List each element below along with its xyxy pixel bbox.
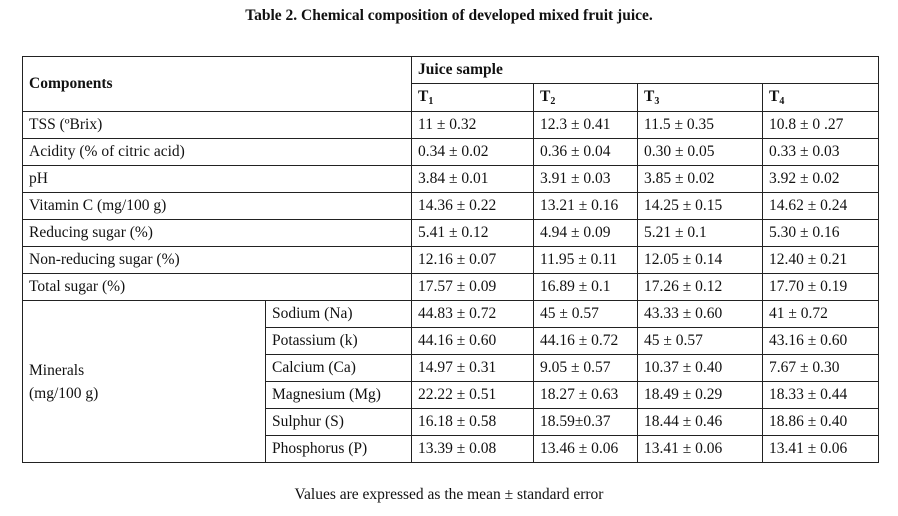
table-cell: 0.30 ± 0.05 [637, 138, 764, 166]
row-label: Reducing sugar (%) [21, 219, 413, 247]
table-row: Non-reducing sugar (%) 12.16 ± 0.07 11.9… [21, 246, 880, 274]
minerals-unit: (mg/100 g) [29, 384, 99, 402]
table-cell: 12.16 ± 0.07 [411, 246, 535, 274]
table-cell: 13.41 ± 0.06 [637, 435, 764, 463]
table-cell: 41 ± 0.72 [762, 300, 880, 328]
mineral-label: Magnesium (Mg) [264, 381, 413, 409]
table-row: TSS (ºBrix) 11 ± 0.32 12.3 ± 0.41 11.5 ±… [21, 111, 880, 139]
treatment-header-t4: T4 [762, 83, 880, 112]
minerals-label: Minerals [29, 361, 85, 379]
row-label: TSS (ºBrix) [21, 111, 413, 139]
table-cell: 14.62 ± 0.24 [762, 192, 880, 220]
table-row: Calcium (Ca) 14.97 ± 0.31 9.05 ± 0.57 10… [23, 354, 880, 382]
table-cell: 4.94 ± 0.09 [533, 219, 639, 247]
table-row: Total sugar (%) 17.57 ± 0.09 16.89 ± 0.1… [21, 273, 880, 301]
table-cell: 17.70 ± 0.19 [762, 273, 880, 301]
table-cell: 17.26 ± 0.12 [637, 273, 764, 301]
table-cell: 12.05 ± 0.14 [637, 246, 764, 274]
components-header: Components [21, 56, 413, 112]
table-cell: 43.16 ± 0.60 [762, 327, 880, 355]
mineral-label: Phosphorus (P) [264, 435, 413, 463]
table-row: Acidity (% of citric acid) 0.34 ± 0.02 0… [21, 138, 880, 166]
table-cell: 45 ± 0.57 [637, 327, 764, 355]
table-cell: 3.92 ± 0.02 [762, 165, 880, 193]
row-label: Acidity (% of citric acid) [21, 138, 413, 166]
table-cell: 44.16 ± 0.60 [411, 327, 535, 355]
table-cell: 44.83 ± 0.72 [411, 300, 535, 328]
table-cell: 11 ± 0.32 [411, 111, 535, 139]
table-cell: 18.27 ± 0.63 [533, 381, 639, 409]
table-cell: 13.41 ± 0.06 [762, 435, 880, 463]
table-row: Sulphur (S) 16.18 ± 0.58 18.59±0.37 18.4… [23, 408, 880, 436]
table-row: pH 3.84 ± 0.01 3.91 ± 0.03 3.85 ± 0.02 3… [21, 165, 880, 193]
table-cell: 17.57 ± 0.09 [411, 273, 535, 301]
table-cell: 16.18 ± 0.58 [411, 408, 535, 436]
table-cell: 11.5 ± 0.35 [637, 111, 764, 139]
table-cell: 11.95 ± 0.11 [533, 246, 639, 274]
table-cell: 7.67 ± 0.30 [762, 354, 880, 382]
table-cell: 0.34 ± 0.02 [411, 138, 535, 166]
table-cell: 13.46 ± 0.06 [533, 435, 639, 463]
header-row: Components Juice sample [21, 56, 880, 112]
table-cell: 3.85 ± 0.02 [637, 165, 764, 193]
juice-sample-header: Juice sample [411, 56, 880, 84]
table-cell: 18.49 ± 0.29 [637, 381, 764, 409]
table-cell: 14.36 ± 0.22 [411, 192, 535, 220]
table-cell: 18.86 ± 0.40 [762, 408, 880, 436]
table-cell: 3.91 ± 0.03 [533, 165, 639, 193]
treatment-header-t2: T2 [533, 83, 639, 112]
table-cell: 45 ± 0.57 [533, 300, 639, 328]
table-cell: 18.44 ± 0.46 [637, 408, 764, 436]
mineral-label: Sulphur (S) [264, 408, 413, 436]
row-label: pH [21, 165, 413, 193]
minerals-group-label: Minerals (mg/100 g) [22, 300, 266, 463]
table-row: Phosphorus (P) 13.39 ± 0.08 13.46 ± 0.06… [23, 435, 880, 463]
table-cell: 9.05 ± 0.57 [533, 354, 639, 382]
table-cell: 10.37 ± 0.40 [637, 354, 764, 382]
table-cell: 22.22 ± 0.51 [411, 381, 535, 409]
table-cell: 43.33 ± 0.60 [637, 300, 764, 328]
mineral-label: Sodium (Na) [264, 300, 413, 328]
table-row: Reducing sugar (%) 5.41 ± 0.12 4.94 ± 0.… [21, 219, 880, 247]
treatment-header-t3: T3 [637, 83, 764, 112]
table-cell: 14.25 ± 0.15 [637, 192, 764, 220]
table-row: Vitamin C (mg/100 g) 14.36 ± 0.22 13.21 … [21, 192, 880, 220]
table-cell: 14.97 ± 0.31 [411, 354, 535, 382]
row-label: Vitamin C (mg/100 g) [21, 192, 413, 220]
row-label: Non-reducing sugar (%) [21, 246, 413, 274]
table-cell: 10.8 ± 0 .27 [762, 111, 880, 139]
table-cell: 13.21 ± 0.16 [533, 192, 639, 220]
table-cell: 5.30 ± 0.16 [762, 219, 880, 247]
composition-table: Components Juice sample T1 T2 T3 T4 TSS … [21, 56, 880, 463]
table-cell: 0.33 ± 0.03 [762, 138, 880, 166]
table-cell: 0.36 ± 0.04 [533, 138, 639, 166]
table-cell: 5.41 ± 0.12 [411, 219, 535, 247]
table-footnote: Values are expressed as the mean ± stand… [294, 486, 604, 503]
table-row: Magnesium (Mg) 22.22 ± 0.51 18.27 ± 0.63… [23, 381, 880, 409]
mineral-label: Potassium (k) [264, 327, 413, 355]
treatment-header-row: T1 T2 T3 T4 [23, 83, 880, 112]
table-cell: 5.21 ± 0.1 [637, 219, 764, 247]
mineral-label: Calcium (Ca) [264, 354, 413, 382]
table-cell: 18.33 ± 0.44 [762, 381, 880, 409]
table-cell: 12.40 ± 0.21 [762, 246, 880, 274]
table-caption: Table 2. Chemical composition of develop… [245, 7, 653, 24]
table-cell: 16.89 ± 0.1 [533, 273, 639, 301]
table-cell: 18.59±0.37 [533, 408, 639, 436]
row-label: Total sugar (%) [21, 273, 413, 301]
table-row: Minerals (mg/100 g) Sodium (Na) 44.83 ± 0… [22, 300, 880, 463]
table-cell: 44.16 ± 0.72 [533, 327, 639, 355]
table-cell: 3.84 ± 0.01 [411, 165, 535, 193]
table-cell: 12.3 ± 0.41 [533, 111, 639, 139]
treatment-header-t1: T1 [411, 83, 535, 112]
table-cell: 13.39 ± 0.08 [411, 435, 535, 463]
